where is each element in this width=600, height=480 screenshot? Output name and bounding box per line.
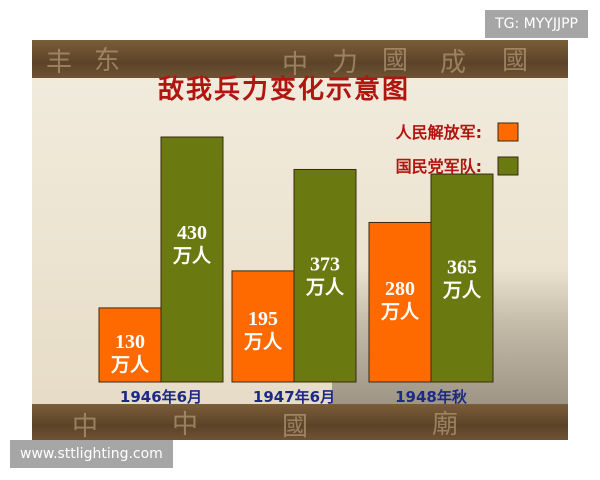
bar-value-label: 195: [248, 308, 278, 330]
chart-title: 敌我兵力变化示意图: [158, 74, 410, 105]
calligraphy-banner-top: 丰 东 中 力 國 成 國: [32, 40, 568, 80]
category-label: 1946年6月: [120, 388, 202, 406]
bar-s1-c1: [293, 168, 357, 383]
legend-label: 国民党军队:: [396, 157, 482, 176]
bar-value-label: 373: [310, 254, 340, 276]
force-comparison-chart: 敌我兵力变化示意图 130万人430万人1946年6月195万人373万人194…: [98, 74, 519, 406]
bar-s0-c0: [98, 307, 162, 383]
watermark-bottom: www.sttlighting.com: [10, 440, 173, 468]
bar-s1-c0: [160, 136, 224, 383]
bar-s0-c1: [231, 270, 295, 383]
watermark-top: TG: MYYJJPP: [485, 10, 588, 38]
bar-unit-label: 万人: [380, 301, 420, 323]
bar-unit-label: 万人: [243, 331, 283, 353]
bar-value-label: 430: [177, 222, 207, 244]
bars-layer: 130万人430万人1946年6月195万人373万人1947年6月280万人3…: [98, 136, 494, 406]
chart-legend: 人民解放军: 国民党军队:: [396, 122, 519, 176]
bar-s1-c2: [430, 173, 494, 383]
legend-swatch: [497, 122, 519, 142]
legend-label: 人民解放军:: [396, 123, 482, 142]
bar-value-label: 365: [447, 256, 477, 278]
bar-value-label: 280: [385, 278, 415, 300]
slide-background: 丰 东 中 力 國 成 國 中 中 國 廟 敌我兵力变化示意图 130 万人 430…: [32, 40, 568, 440]
category-label: 1948年秋: [395, 388, 468, 406]
bar-unit-label: 万人: [442, 279, 482, 301]
bar-unit-label: 万人: [305, 277, 345, 299]
bar-unit-label: 万人: [110, 354, 150, 376]
bar-unit-label: 万人: [172, 245, 212, 267]
bar-value-label: 130: [115, 331, 145, 353]
category-label: 1947年6月: [253, 388, 335, 406]
bar-s0-c2: [368, 221, 432, 383]
calligraphy-banner-bottom: 中 中 國 廟: [32, 404, 568, 440]
legend-swatch: [497, 156, 519, 176]
